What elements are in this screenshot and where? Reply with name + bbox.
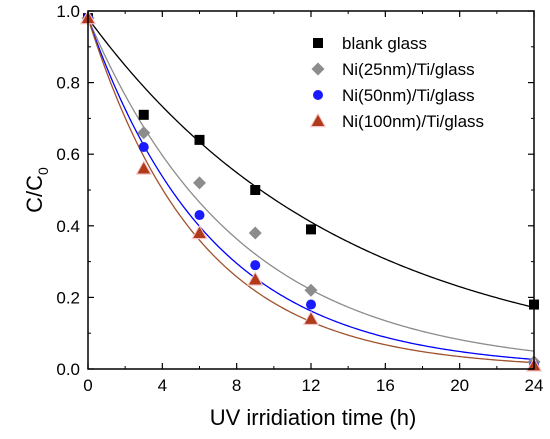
x-tick-label: 8 — [232, 376, 241, 395]
axes: 0 4 8 12 16 20 24 0.0 0.2 0.4 0.6 0.8 1.0 — [56, 2, 543, 395]
y-tick-label: 0.6 — [56, 145, 80, 164]
y-tick-label: 0.2 — [56, 288, 80, 307]
data-point — [137, 126, 151, 140]
data-point — [138, 109, 149, 120]
x-tick-label: 20 — [450, 376, 469, 395]
data-point — [193, 176, 206, 190]
legend-marker — [313, 38, 323, 48]
x-axis-title: UV irridiation time (h) — [210, 405, 417, 430]
y-tick-label: 0.0 — [56, 360, 80, 379]
data-point — [306, 299, 316, 310]
legend-marker — [311, 62, 325, 76]
data-point — [304, 283, 318, 297]
legend: blank glass Ni(25nm)/Ti/glass Ni(50nm)/Ti/… — [309, 34, 484, 131]
legend-marker — [311, 114, 325, 126]
fit-curve — [87, 17, 535, 309]
data-point — [194, 134, 205, 145]
y-axis-title-main: C/C — [22, 175, 47, 213]
data-point — [194, 210, 205, 221]
data-point — [137, 162, 150, 174]
x-tick-label: 24 — [525, 376, 544, 395]
svg-text:C/C0: C/C0 — [22, 167, 51, 213]
legend-label: Ni(100nm)/Ti/glass — [342, 112, 484, 131]
y-tick-label: 0.4 — [56, 217, 80, 236]
legend-label: Ni(25nm)/Ti/glass — [342, 60, 475, 79]
x-tick-label: 16 — [376, 376, 395, 395]
y-axis-title-subscript: 0 — [35, 167, 51, 175]
x-tick-label: 12 — [302, 376, 321, 395]
data-point — [248, 226, 262, 240]
y-tick-label: 1.0 — [56, 2, 80, 21]
x-tick-label: 4 — [158, 376, 167, 395]
data-point — [250, 185, 261, 195]
legend-marker — [313, 90, 323, 100]
data-point — [304, 312, 318, 324]
legend-label: blank glass — [342, 34, 427, 53]
x-tick-label: 0 — [83, 376, 92, 395]
y-tick-label: 0.8 — [56, 74, 80, 93]
data-point — [138, 142, 149, 153]
data-point — [250, 260, 261, 271]
legend-label: Ni(50nm)/Ti/glass — [342, 86, 475, 105]
data-point — [193, 226, 206, 238]
data-point — [249, 273, 262, 285]
data-points — [79, 9, 543, 372]
y-axis-title: C/C0 — [22, 167, 51, 213]
data-point — [306, 224, 316, 235]
